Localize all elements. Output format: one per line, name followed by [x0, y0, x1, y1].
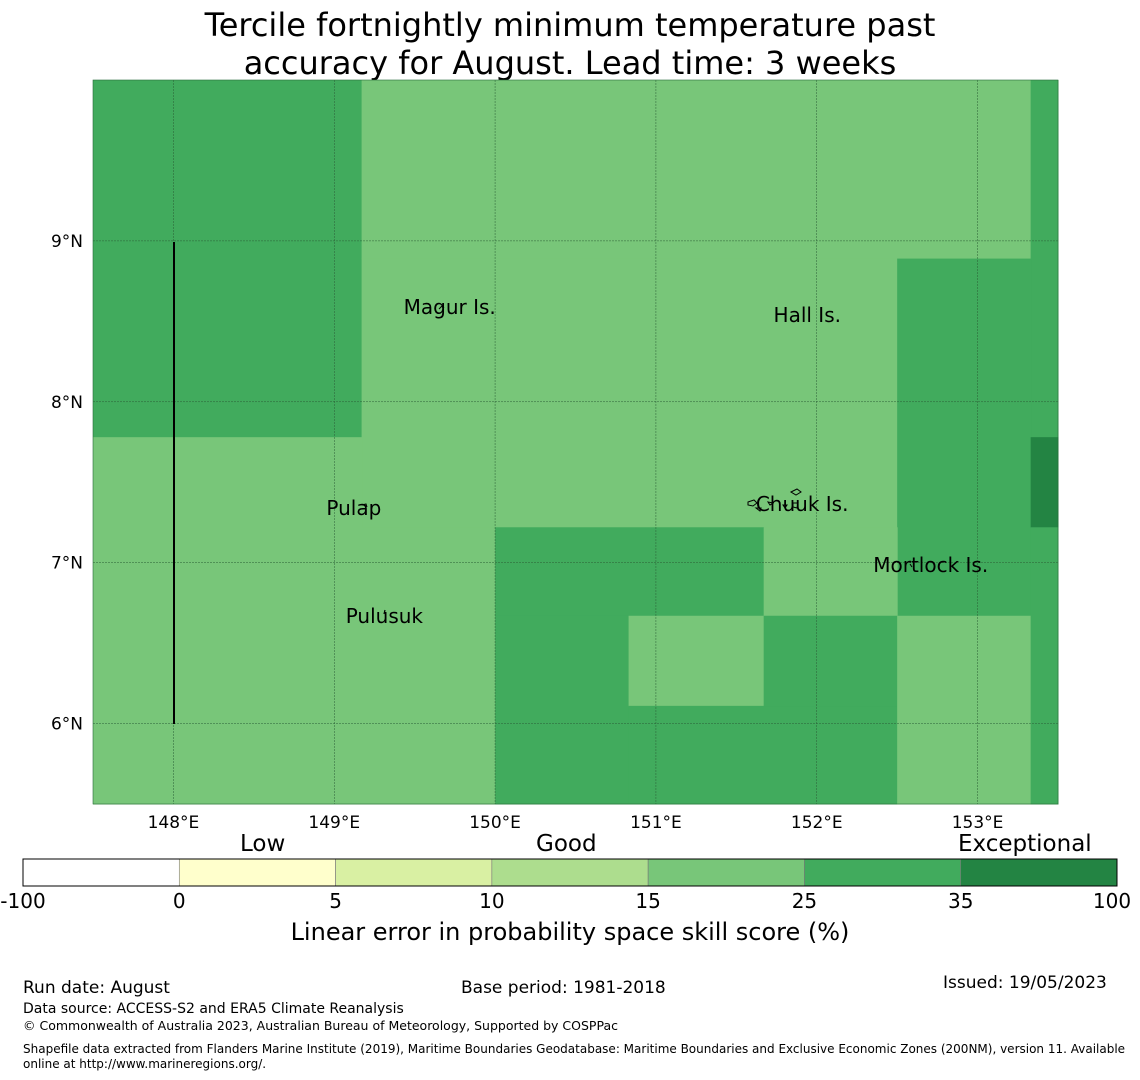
colorbar-tick-label: 25: [791, 889, 818, 913]
base-period: Base period: 1981-2018: [461, 978, 666, 998]
map-frame: [92, 79, 1059, 805]
skill-cell-12: [628, 705, 898, 805]
skill-cells: [93, 80, 1059, 805]
x-axis-ticks: 148°E 149°E 150°E 151°E 152°E 153°E: [148, 813, 1004, 833]
skill-cell-14: [897, 615, 1032, 805]
graticule: [93, 80, 1058, 804]
legend-category-good: Good: [536, 831, 597, 857]
colorbar-tick-label: 0: [172, 889, 186, 913]
x-tick-label: 150°E: [469, 813, 521, 833]
place-label: Mortlock Is.: [873, 552, 989, 577]
place-label: Hall Is.: [773, 303, 841, 328]
skill-cell-3: [361, 258, 898, 528]
chart-title: Tercile fortnightly minimum temperature …: [0, 6, 1140, 82]
colorbar-bin-5-10: [335, 858, 493, 887]
legend-category-low: Low: [240, 831, 286, 857]
skill-cell-5: [1030, 437, 1059, 528]
skill-cell-13: [763, 615, 898, 707]
island-outline-magur: [438, 305, 445, 310]
skill-cell-9: [763, 527, 898, 617]
shapefile-credit-line-1: Shapefile data extracted from Flanders M…: [23, 1042, 1126, 1056]
colorbar-tick-label: -100: [0, 889, 46, 913]
skill-cell-4: [897, 258, 1032, 617]
place-label: Pulusuk: [345, 604, 423, 629]
skill-map: 148°E 149°E 150°E 151°E 152°E 153°E 9°N 8°N 7°N…: [51, 79, 1059, 833]
y-axis-ticks: 9°N 8°N 7°N 6°N: [51, 232, 83, 735]
map-features: [92, 79, 1059, 805]
colorbar-tick-label: 15: [635, 889, 661, 913]
y-tick-label: 8°N: [51, 393, 83, 413]
colorbar-tick-label: 100: [1092, 889, 1132, 913]
colorbar-bin--100-0: [22, 858, 180, 887]
island-outline-chuuk: [747, 488, 913, 568]
colorbar-frame: [22, 858, 1118, 887]
run-date: Run date: August: [23, 978, 170, 998]
colorbar-bin-35-100: [960, 858, 1118, 887]
x-tick-label: 151°E: [630, 813, 682, 833]
place-label: Pulap: [326, 496, 382, 521]
colorbar-label: Linear error in probability space skill …: [290, 918, 850, 946]
data-source: Data source: ACCESS-S2 and ERA5 Climate …: [23, 1001, 404, 1017]
y-tick-label: 9°N: [51, 232, 83, 252]
colorbar-bins: [22, 858, 1118, 887]
issued-date: Issued: 19/05/2023: [943, 973, 1107, 993]
x-tick-label: 149°E: [308, 813, 360, 833]
y-tick-label: 6°N: [51, 715, 83, 735]
island-outline-pulusuk: [383, 609, 386, 615]
colorbar: [22, 858, 1118, 887]
colorbar-bin-10-15: [491, 858, 649, 887]
skill-cell-7: [361, 527, 496, 805]
colorbar-tick-label: 5: [329, 889, 342, 913]
colorbar-bin-25-35: [804, 858, 962, 887]
y-tick-label: 7°N: [51, 554, 83, 574]
skill-cell-6: [93, 437, 363, 805]
x-tick-label: 152°E: [791, 813, 843, 833]
skill-cell-8: [495, 527, 765, 617]
skill-cell-11: [628, 615, 765, 707]
island-outline-pulap: [361, 503, 368, 508]
skill-cell-0: [93, 80, 363, 438]
colorbar-bin-0-5: [178, 858, 336, 887]
colorbar-tick-label: 10: [479, 889, 505, 913]
shapefile-credit-line-2: online at http://www.marineregions.org/.: [23, 1057, 267, 1071]
skill-cell-15: [1030, 527, 1059, 805]
x-tick-label: 148°E: [148, 813, 200, 833]
title-line-2: accuracy for August. Lead time: 3 weeks: [243, 44, 897, 82]
place-label: Magur Is.: [403, 295, 496, 320]
x-tick-label: 153°E: [952, 813, 1004, 833]
colorbar-bin-15-25: [647, 858, 805, 887]
copyright: © Commonwealth of Australia 2023, Austra…: [23, 1018, 618, 1033]
skill-cell-1: [361, 80, 1032, 260]
colorbar-tick-label: 35: [947, 889, 974, 913]
title-line-1: Tercile fortnightly minimum temperature …: [204, 6, 936, 44]
legend-category-exceptional: Exceptional: [958, 831, 1092, 857]
skill-cell-10: [495, 615, 630, 805]
place-label: Chuuk Is.: [755, 491, 849, 516]
